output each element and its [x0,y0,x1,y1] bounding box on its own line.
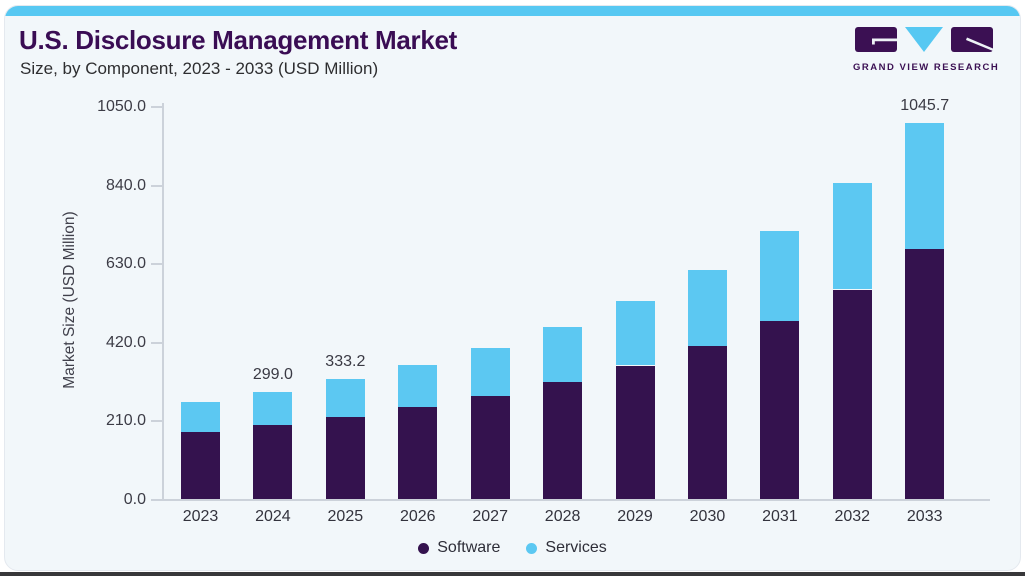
y-tick-label: 420.0 [105,333,146,351]
y-tick-label: 0.0 [123,490,146,508]
y-tick [151,498,162,501]
bar-segment-services [181,402,220,432]
y-tick-label: 1050.0 [97,98,146,115]
bar-segment-services [615,300,655,366]
bar-value-label: 299.0 [252,365,293,383]
y-tick-label: 210.0 [105,412,146,429]
x-tick-label: 2025 [327,508,364,525]
bar-segment-software [905,249,945,500]
brand-logo: GRAND VIEW RESEARCH [853,25,1000,73]
bar-value-label: 333.2 [325,353,366,371]
bar-value-label: 1045.7 [900,96,950,114]
bar-segment-services [687,269,727,346]
y-tick [151,106,162,108]
bar-segment-software [470,395,510,500]
legend-marker-services-icon [526,542,538,554]
legend-label-software: Software [437,539,501,556]
x-tick-label: 2030 [689,508,726,525]
x-tick-label: 2029 [617,508,653,525]
bar-segment-services [470,347,510,396]
bar-segment-software [687,345,727,500]
bar-segment-services [905,122,945,250]
y-tick [151,263,162,265]
y-axis-line [162,103,164,501]
bar-segment-services [832,183,872,290]
bar-segment-software [615,365,655,500]
legend-label-services: Services [545,539,607,556]
x-tick-label: 2033 [906,508,943,525]
window-bottom-edge [0,572,1025,576]
bar-segment-software [181,431,220,500]
bar-segment-software [253,425,293,500]
x-tick-label: 2031 [762,508,798,525]
x-tick-label: 2024 [255,508,291,525]
y-tick-label: 840.0 [105,176,146,194]
chart-title: U.S. Disclosure Management Market [19,25,458,55]
chart-subtitle: Size, by Component, 2023 - 2033 (USD Mil… [20,59,379,78]
legend-item-services: Services [526,539,607,557]
x-tick-label: 2032 [834,508,871,525]
y-tick [151,341,162,344]
x-tick-label: 2027 [472,508,508,525]
y-tick [151,184,162,187]
bar-segment-software [760,320,800,500]
bar-segment-services [253,391,293,426]
x-tick-label: 2023 [182,508,219,525]
legend: Software Services [0,539,1025,557]
bar-segment-services [543,326,583,383]
bar-segment-software [543,382,583,500]
y-tick [151,420,162,422]
x-axis-line [162,498,990,501]
bar-segment-services [398,364,438,408]
bar-segment-software [832,289,872,500]
brand-logo-icon [855,27,993,52]
x-tick-label: 2026 [399,508,436,525]
legend-marker-software-icon [418,542,430,554]
bar-segment-software [398,407,438,500]
legend-item-software: Software [418,539,500,557]
bar-segment-services [325,379,365,417]
brand-logo-text: GRAND VIEW RESEARCH [853,62,1000,73]
bar-segment-software [325,417,365,500]
bar-segment-services [760,230,800,321]
card-accent-bar [5,6,1020,16]
x-tick-label: 2028 [544,508,581,525]
y-tick-label: 630.0 [105,255,146,272]
